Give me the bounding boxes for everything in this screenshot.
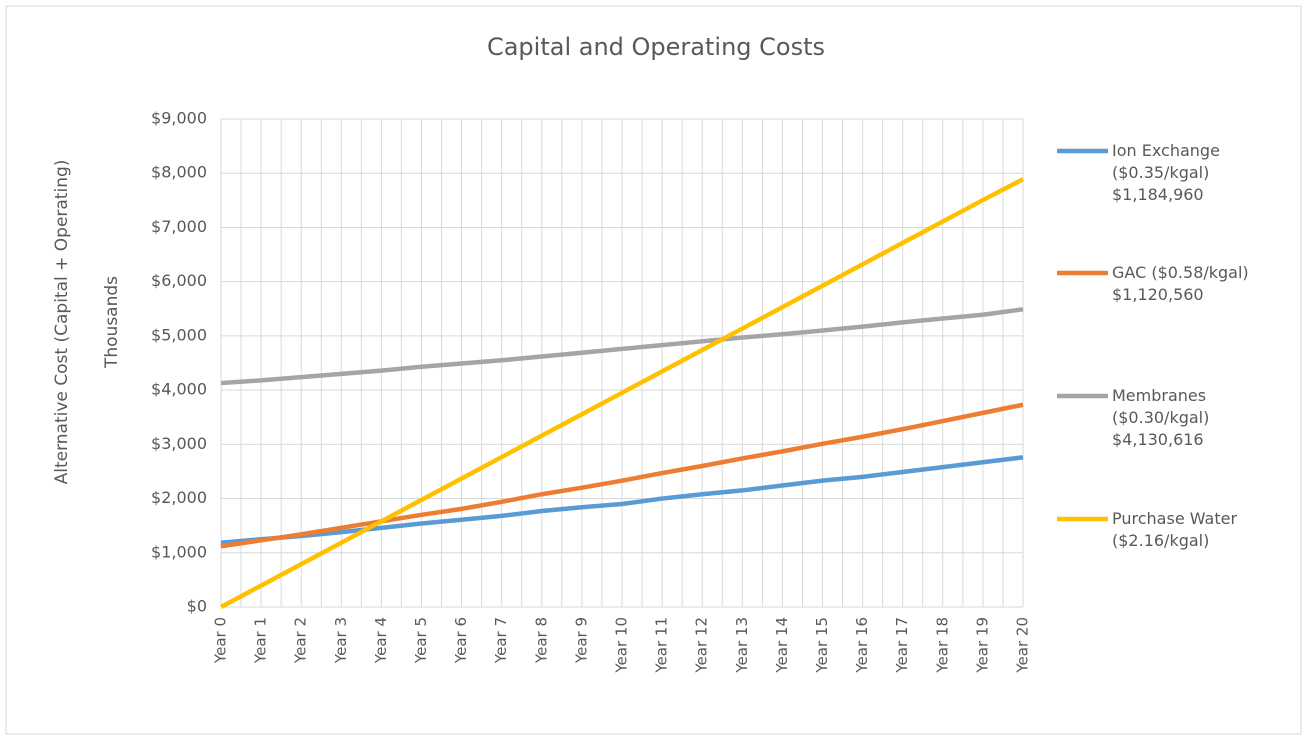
y-tick-label: $5,000 xyxy=(151,325,207,344)
x-tick-label: Year 3 xyxy=(332,617,350,664)
x-tick-label: Year 7 xyxy=(492,617,510,664)
legend-label: Membranes ($0.30/kgal) $4,130,616 xyxy=(1112,386,1210,449)
y-tick-label: $3,000 xyxy=(151,434,207,453)
y-tick-label: $9,000 xyxy=(151,109,207,128)
series-line xyxy=(220,307,1024,386)
series-line xyxy=(220,402,1024,549)
x-tick-label: Year 13 xyxy=(733,617,751,674)
x-tick-label: Year 4 xyxy=(372,617,390,664)
x-tick-label: Year 15 xyxy=(813,617,831,674)
x-tick-label: Year 20 xyxy=(1014,617,1032,674)
x-tick-label: Year 12 xyxy=(693,617,711,674)
x-tick-label: Year 5 xyxy=(412,617,430,664)
x-tick-label: Year 19 xyxy=(973,617,991,674)
x-tick-label: Year 18 xyxy=(933,617,951,674)
y-axis-unit: Thousands xyxy=(102,276,122,369)
x-tick-label: Year 2 xyxy=(292,617,310,664)
chart-title: Capital and Operating Costs xyxy=(487,33,825,61)
x-tick-label: Year 1 xyxy=(252,617,270,664)
legend-label: Purchase Water ($2.16/kgal) xyxy=(1112,509,1238,550)
x-tick-label: Year 8 xyxy=(532,617,550,664)
y-tick-label: $8,000 xyxy=(151,163,207,182)
y-tick-label: $7,000 xyxy=(151,217,207,236)
chart-border xyxy=(5,5,1302,735)
legend-label: Ion Exchange ($0.35/kgal) $1,184,960 xyxy=(1112,141,1220,204)
y-tick-label: $1,000 xyxy=(151,542,207,561)
series-line xyxy=(219,177,1025,609)
y-tick-label: $0 xyxy=(187,597,207,616)
x-tick-label: Year 16 xyxy=(853,617,871,674)
x-tick-label: Year 14 xyxy=(773,617,791,674)
y-tick-label: $6,000 xyxy=(151,271,207,290)
x-tick-label: Year 10 xyxy=(613,617,631,674)
x-tick-label: Year 9 xyxy=(572,617,590,664)
x-tick-label: Year 17 xyxy=(893,617,911,674)
x-tick-label: Year 0 xyxy=(212,617,230,664)
y-tick-label: $2,000 xyxy=(151,488,207,507)
y-axis-title: Alternative Cost (Capital + Operating) xyxy=(52,160,72,485)
x-tick-label: Year 11 xyxy=(653,617,671,674)
y-tick-label: $4,000 xyxy=(151,380,207,399)
series-line xyxy=(220,455,1024,545)
x-tick-label: Year 6 xyxy=(452,617,470,664)
legend-label: GAC ($0.58/kgal) $1,120,560 xyxy=(1112,263,1249,304)
